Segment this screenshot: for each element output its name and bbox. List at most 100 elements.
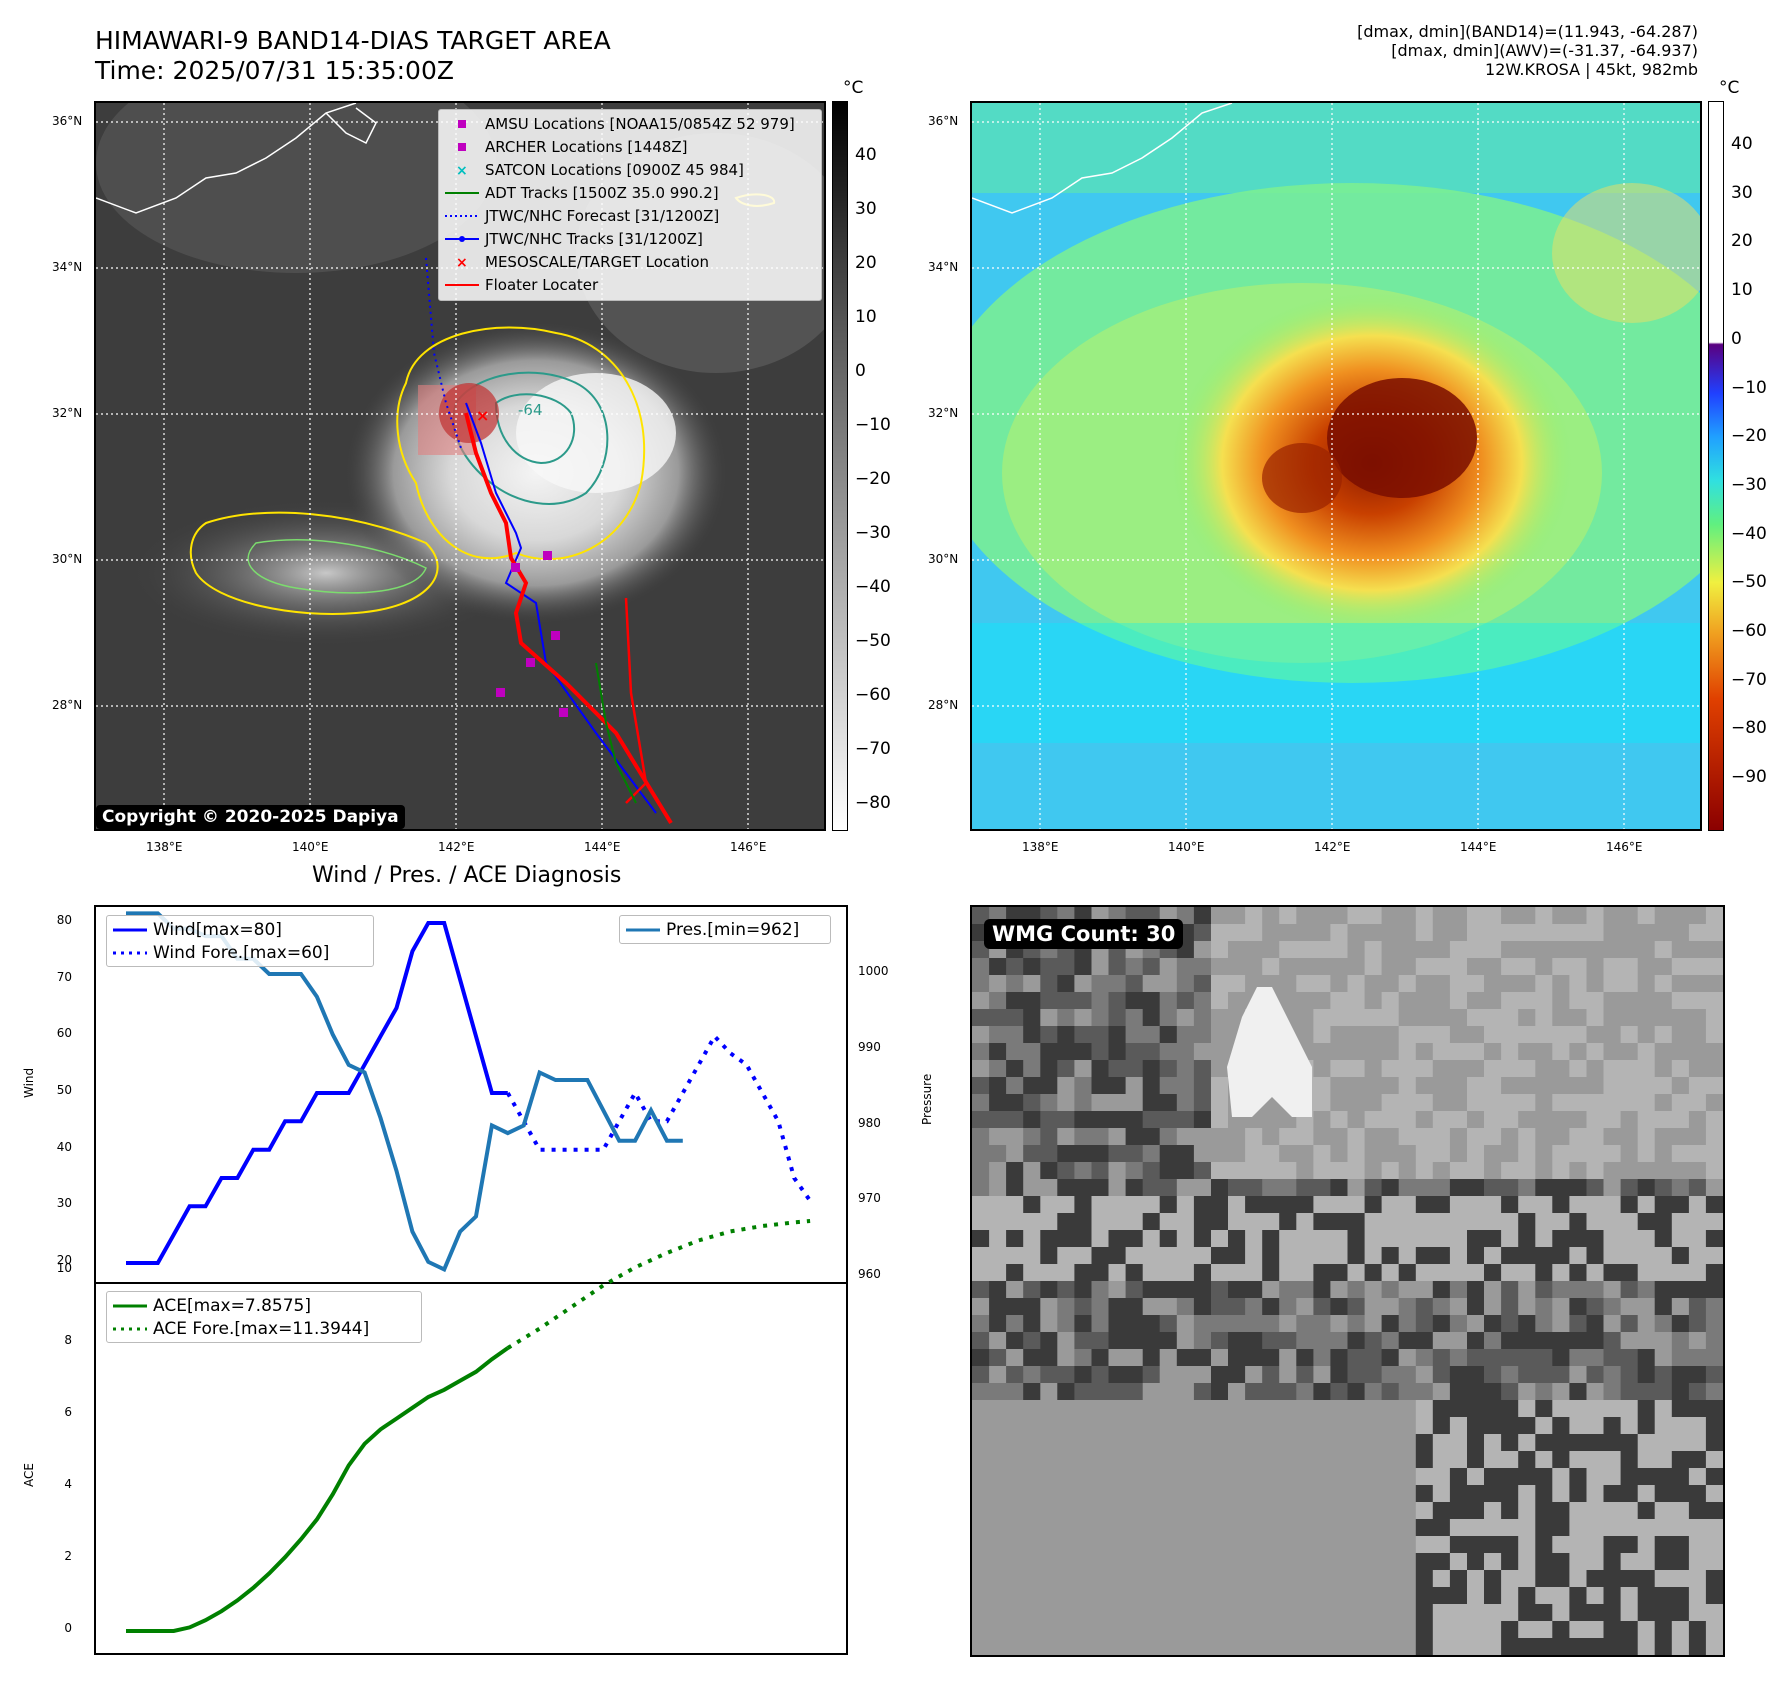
colorbar-left-tick: −80: [855, 793, 891, 813]
colorbar-right-tick: −90: [1731, 767, 1767, 788]
copyright-badge: Copyright © 2020-2025 Dapiya: [96, 805, 405, 829]
lon-label: 138°E: [1022, 840, 1059, 854]
wind-forecast-line: [506, 1032, 812, 1202]
lon-label: 144°E: [1460, 840, 1497, 854]
wind-tick: 70: [56, 969, 72, 984]
contour-label: -64: [518, 401, 543, 419]
awv-map-panel: [970, 101, 1702, 831]
ace-tick: 10: [56, 1261, 72, 1275]
wmg-count-badge: WMG Count: 30: [984, 919, 1184, 949]
map-legend: AMSU Locations [NOAA15/0854Z 52 979] ARC…: [438, 109, 822, 301]
pressure-tick: 970: [858, 1191, 881, 1206]
ace-axis-label: ACE: [22, 1463, 36, 1487]
wmg-panel: WMG Count: 30: [970, 905, 1725, 1657]
svg-text:×: ×: [456, 255, 468, 271]
legend-satcon: × SATCON Locations [0900Z 45 984]: [456, 160, 744, 180]
colorbar-left-tick: 20: [855, 253, 877, 273]
wind-tick: 50: [56, 1083, 72, 1097]
lat-label: 30°N: [52, 552, 83, 566]
colorbar-right-tick: −30: [1731, 474, 1767, 495]
wind-axis-label: Wind: [22, 1067, 36, 1098]
lat-label: 36°N: [928, 114, 959, 128]
colorbar-left-tick: −40: [855, 577, 891, 597]
lon-label: 146°E: [730, 840, 767, 854]
colorbar-left-tick: 30: [855, 199, 877, 219]
colorbar-right-tick: −60: [1731, 621, 1767, 641]
legend-adt: ADT Tracks [1500Z 35.0 990.2]: [445, 183, 719, 202]
colorbar-right-tick: −10: [1731, 377, 1767, 398]
colorbar-right-tick: 20: [1731, 231, 1753, 252]
colorbar-left-tick: 10: [855, 307, 877, 327]
ace-forecast-line: [506, 1219, 811, 1350]
lat-label: 32°N: [52, 406, 83, 420]
diag-chart: [96, 911, 846, 1633]
wind-tick: 20: [56, 1253, 72, 1267]
colorbar-left-tick: −20: [855, 469, 891, 489]
lat-label: 34°N: [52, 260, 83, 274]
ir-map-panel: -64 × AMSU Locations [NOAA15/0854Z 52 9: [94, 101, 826, 831]
colorbar-right-tick: −20: [1731, 426, 1767, 447]
legend-pres: Pres.[min=962]: [626, 919, 800, 940]
stats-band14: [dmax, dmin](BAND14)=(11.943, -64.287): [1357, 22, 1698, 41]
lat-label: 36°N: [52, 114, 83, 128]
legend-jtwc-forecast: JTWC/NHC Forecast [31/1200Z]: [445, 206, 720, 225]
wind-tick: 40: [56, 1139, 72, 1154]
legend-wind-fore: Wind Fore.[max=60]: [113, 942, 330, 963]
legend-floater: Floater Locater: [445, 275, 599, 294]
ace-tick: 4: [64, 1477, 72, 1491]
storm-info: 12W.KROSA | 45kt, 982mb: [1485, 60, 1698, 79]
legend-archer: ARCHER Locations [1448Z]: [439, 135, 821, 158]
svg-text:×: ×: [476, 406, 489, 425]
colorbar-right-tick: −80: [1731, 718, 1767, 739]
wmg-image: [972, 907, 1723, 1655]
colorbar-right-tick: −50: [1731, 572, 1767, 593]
colorbar-right-tick: −70: [1731, 669, 1767, 690]
pressure-axis-label: Pressure: [920, 1073, 934, 1125]
svg-text:×: ×: [456, 163, 468, 179]
title-line-1: HIMAWARI-9 BAND14-DIAS TARGET AREA: [95, 26, 611, 55]
title-line-2: Time: 2025/07/31 15:35:00Z: [95, 56, 454, 85]
lat-label: 28°N: [52, 698, 83, 712]
colorbar-left: [832, 101, 848, 831]
legend-target: × MESOSCALE/TARGET Location: [456, 252, 710, 272]
lon-label: 142°E: [438, 840, 475, 854]
colorbar-left-tick: 40: [855, 145, 877, 165]
lon-label: 140°E: [1168, 840, 1205, 854]
pressure-tick: 980: [858, 1115, 881, 1130]
colorbar-right-tick: 0: [1731, 328, 1742, 349]
colorbar-left-tick: −30: [855, 523, 891, 543]
colorbar-left-tick: −10: [855, 415, 891, 435]
colorbar-right-unit: °C: [1719, 78, 1740, 98]
legend-ace: ACE[max=7.8575]: [113, 1295, 311, 1316]
wind-tick: 80: [56, 913, 72, 927]
colorbar-left-unit: °C: [843, 78, 864, 98]
lat-label: 28°N: [928, 698, 959, 712]
wind-legend: Wind[max=80] Wind Fore.[max=60]: [106, 915, 374, 967]
legend-wind: Wind[max=80]: [113, 919, 282, 940]
ace-legend: ACE[max=7.8575] ACE Fore.[max=11.3944]: [106, 1291, 422, 1343]
ace-tick: 2: [64, 1549, 72, 1563]
pres-legend: Pres.[min=962]: [619, 915, 831, 944]
ace-tick: 8: [64, 1333, 72, 1347]
stats-block: [dmax, dmin](BAND14)=(11.943, -64.287) […: [1357, 22, 1698, 79]
awv-map: [972, 103, 1700, 829]
figure-title: HIMAWARI-9 BAND14-DIAS TARGET AREA Time:…: [95, 26, 611, 86]
lon-label: 138°E: [146, 840, 183, 854]
lon-label: 140°E: [292, 840, 329, 854]
pressure-tick: 1000: [858, 964, 889, 978]
colorbar-right-tick: 40: [1731, 134, 1753, 154]
lat-label: 30°N: [928, 552, 959, 566]
colorbar-left-tick: 0: [855, 361, 866, 381]
legend-jtwc-tracks: JTWC/NHC Tracks [31/1200Z]: [439, 227, 821, 250]
diag-panel: Wind[max=80] Wind Fore.[max=60] Pres.[mi…: [94, 905, 848, 1655]
lon-label: 146°E: [1606, 840, 1643, 854]
diag-title: Wind / Pres. / ACE Diagnosis: [312, 863, 622, 888]
colorbar-right: [1708, 101, 1724, 831]
lon-label: 144°E: [584, 840, 621, 854]
ace-tick: 0: [64, 1621, 72, 1635]
stats-awv: [dmax, dmin](AWV)=(-31.37, -64.937): [1391, 41, 1698, 60]
colorbar-right-tick: −40: [1731, 523, 1767, 544]
lat-label: 34°N: [928, 260, 959, 274]
ace-tick: 6: [64, 1405, 72, 1419]
colorbar-left-tick: −60: [855, 685, 891, 705]
